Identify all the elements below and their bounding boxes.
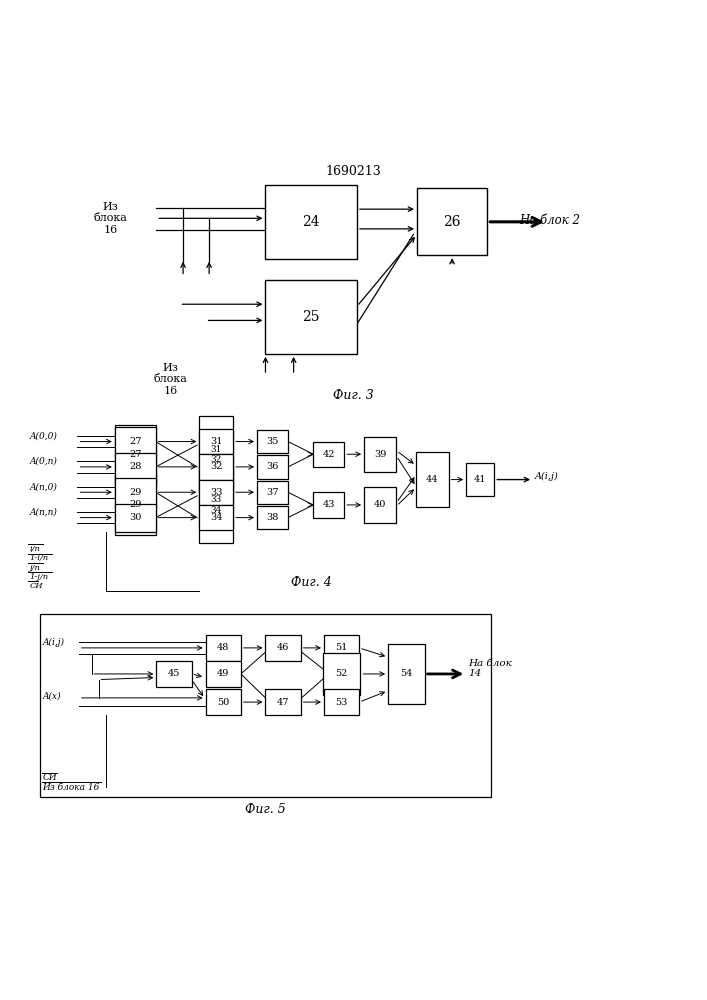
Text: Из блока 16: Из блока 16 <box>42 783 100 792</box>
FancyBboxPatch shape <box>364 437 397 472</box>
Text: 37: 37 <box>267 488 279 497</box>
Text: 41: 41 <box>474 475 486 484</box>
Text: 49: 49 <box>217 669 229 678</box>
FancyBboxPatch shape <box>115 478 156 506</box>
Text: На блок 2: На блок 2 <box>519 214 580 227</box>
FancyBboxPatch shape <box>313 492 344 518</box>
Text: j/n: j/n <box>30 564 40 572</box>
FancyBboxPatch shape <box>364 487 397 523</box>
Text: 36: 36 <box>267 462 279 471</box>
FancyBboxPatch shape <box>324 689 359 715</box>
Text: 44: 44 <box>426 475 438 484</box>
FancyBboxPatch shape <box>257 506 288 529</box>
Text: 1-j/n: 1-j/n <box>30 573 49 581</box>
Text: 1-i/n: 1-i/n <box>30 554 49 562</box>
Text: 29: 29 <box>129 488 141 497</box>
Text: 33
34: 33 34 <box>211 495 222 515</box>
FancyBboxPatch shape <box>416 452 448 507</box>
FancyBboxPatch shape <box>115 453 156 481</box>
FancyBboxPatch shape <box>115 475 156 535</box>
Text: 32: 32 <box>210 462 223 471</box>
FancyBboxPatch shape <box>313 442 344 467</box>
Text: СИ: СИ <box>30 582 43 590</box>
Text: i/n: i/n <box>30 545 40 553</box>
FancyBboxPatch shape <box>206 635 241 661</box>
Text: 39: 39 <box>374 450 387 459</box>
FancyBboxPatch shape <box>199 505 233 530</box>
FancyBboxPatch shape <box>265 185 357 259</box>
Text: 33: 33 <box>210 488 223 497</box>
Text: Фиг. 3: Фиг. 3 <box>333 389 374 402</box>
FancyBboxPatch shape <box>417 188 487 255</box>
FancyBboxPatch shape <box>206 689 241 715</box>
FancyBboxPatch shape <box>206 661 241 687</box>
FancyBboxPatch shape <box>323 653 360 695</box>
Text: Фиг. 4: Фиг. 4 <box>291 576 332 589</box>
Text: 52: 52 <box>335 669 348 678</box>
Text: СИ: СИ <box>42 773 57 782</box>
Text: 24: 24 <box>303 215 320 229</box>
FancyBboxPatch shape <box>115 504 156 532</box>
Text: 45: 45 <box>168 669 180 678</box>
Text: A(0,n): A(0,n) <box>30 457 57 466</box>
FancyBboxPatch shape <box>265 689 300 715</box>
Text: 30: 30 <box>129 513 141 522</box>
Text: A(0,0): A(0,0) <box>30 431 57 440</box>
Text: A(x): A(x) <box>42 692 61 701</box>
Text: На блок
14: На блок 14 <box>468 659 512 678</box>
Text: 29: 29 <box>129 500 141 509</box>
Text: Из
блока
16: Из блока 16 <box>93 202 127 235</box>
FancyBboxPatch shape <box>115 425 156 484</box>
Text: 43: 43 <box>322 500 335 509</box>
Text: 28: 28 <box>129 462 141 471</box>
Text: Фиг. 5: Фиг. 5 <box>245 803 286 816</box>
Text: 34: 34 <box>210 513 223 522</box>
Text: 26: 26 <box>443 215 461 229</box>
Text: 27: 27 <box>129 437 141 446</box>
FancyBboxPatch shape <box>115 427 156 456</box>
Text: 38: 38 <box>267 513 279 522</box>
FancyBboxPatch shape <box>388 644 425 704</box>
Text: 53: 53 <box>335 698 348 707</box>
Text: 48: 48 <box>217 643 229 652</box>
Text: 35: 35 <box>267 437 279 446</box>
Text: 50: 50 <box>217 698 229 707</box>
FancyBboxPatch shape <box>265 635 300 661</box>
FancyBboxPatch shape <box>257 430 288 453</box>
Text: 40: 40 <box>374 500 387 509</box>
FancyBboxPatch shape <box>156 661 192 687</box>
FancyBboxPatch shape <box>199 480 233 505</box>
Text: A(i,j): A(i,j) <box>42 638 64 647</box>
Text: 27: 27 <box>129 450 141 459</box>
Text: A(n,n): A(n,n) <box>30 507 57 516</box>
FancyBboxPatch shape <box>199 429 233 454</box>
Text: 31
32: 31 32 <box>211 445 222 464</box>
Text: 47: 47 <box>277 698 289 707</box>
FancyBboxPatch shape <box>257 481 288 504</box>
FancyBboxPatch shape <box>265 280 357 354</box>
Text: 51: 51 <box>335 643 348 652</box>
Text: 46: 46 <box>277 643 289 652</box>
Text: A(n,0): A(n,0) <box>30 482 57 491</box>
Text: 42: 42 <box>322 450 335 459</box>
Text: 31: 31 <box>210 437 223 446</box>
FancyBboxPatch shape <box>199 454 233 480</box>
FancyBboxPatch shape <box>466 463 494 496</box>
FancyBboxPatch shape <box>324 635 359 661</box>
FancyBboxPatch shape <box>199 416 233 492</box>
Text: 1690213: 1690213 <box>326 165 381 178</box>
Text: 25: 25 <box>303 310 320 324</box>
Text: 54: 54 <box>400 669 412 678</box>
Text: A(i,j): A(i,j) <box>535 471 559 481</box>
FancyBboxPatch shape <box>257 455 288 479</box>
FancyBboxPatch shape <box>199 467 233 543</box>
Text: Из
блока
16: Из блока 16 <box>153 363 187 396</box>
